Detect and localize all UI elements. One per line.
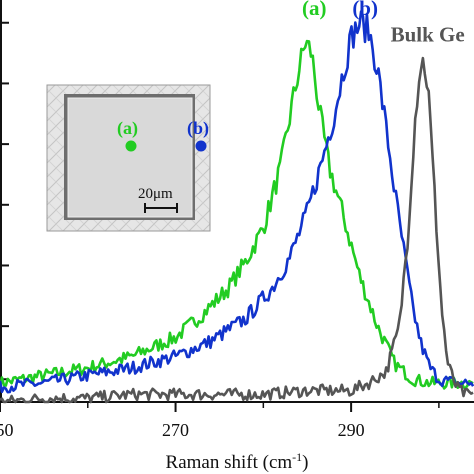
inset-label-b: (b) (187, 118, 209, 139)
x-tick-label: 270 (162, 420, 189, 440)
series-line-a (0, 39, 474, 390)
scale-bar-label: 20μm (138, 186, 173, 202)
peak-label: Bulk Ge (391, 23, 465, 47)
inset-label-a: (a) (117, 118, 138, 139)
series-line-bulk-ge (0, 56, 474, 404)
peak-label: (a) (302, 0, 327, 20)
x-tick-label: 290 (338, 420, 365, 440)
series-layer (0, 10, 474, 404)
inset-square (67, 97, 193, 218)
inset-point-b (195, 140, 207, 152)
x-tick-label: 250 (0, 420, 14, 440)
inset-micrograph: (a) (b) 20μm (46, 84, 211, 232)
x-axis-title: Raman shift (cm-1) (166, 450, 309, 473)
inset-point-a (125, 140, 137, 152)
plot-axes: 250 270 290 (0, 0, 474, 440)
series-line-b (0, 10, 474, 394)
scale-bar (144, 203, 178, 213)
peak-annotations: (a) (b) Bulk Ge (302, 0, 465, 47)
peak-label: (b) (352, 0, 378, 20)
